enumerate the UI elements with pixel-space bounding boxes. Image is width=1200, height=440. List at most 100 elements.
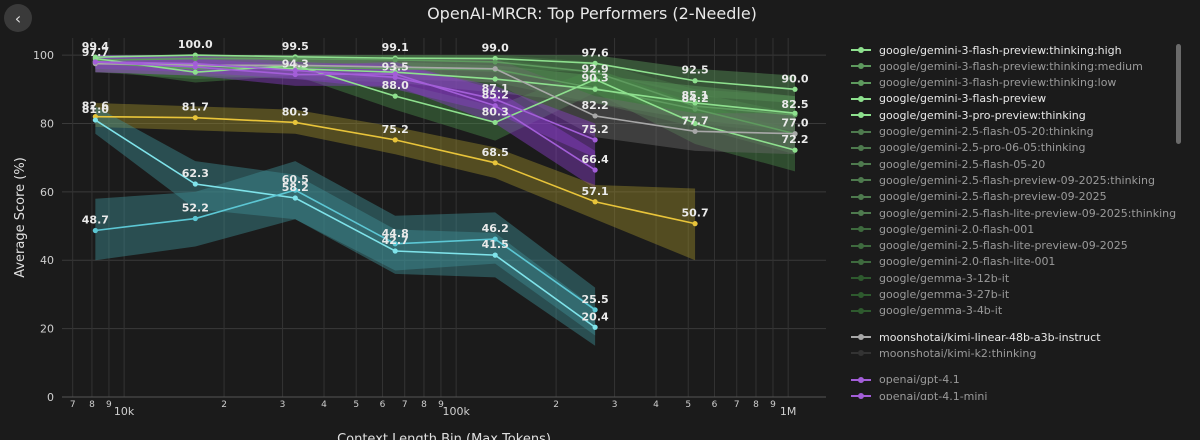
point-moonshotai/kimi-linear-48b-a3b-instruct: [692, 128, 698, 134]
legend-item[interactable]: google/gemini-3-flash-preview:thinking:h…: [850, 42, 1122, 58]
x-tick-label: 9: [438, 400, 444, 410]
legend-item[interactable]: moonshotai/kimi-linear-48b-a3b-instruct: [850, 329, 1101, 345]
point-openai/gpt-4.1: [492, 96, 498, 102]
y-tick-label: 0: [47, 391, 54, 404]
point-moonshotai/kimi-linear-48b-a3b-instruct: [792, 131, 798, 137]
x-tick-label: 7: [734, 400, 740, 410]
legend-item[interactable]: google/gemma-3-27b-it: [850, 287, 1009, 303]
legend-item[interactable]: google/gemini-2.0-flash-lite-001: [850, 254, 1055, 270]
data-label: 25.5: [582, 293, 609, 306]
data-label: 77.7: [681, 114, 708, 127]
legend-label: google/gemma-3-27b-it: [879, 288, 1010, 301]
legend-item[interactable]: google/gemini-3-pro-preview:thinking: [850, 107, 1086, 123]
legend-item[interactable]: google/gemini-3-flash-preview: [850, 91, 1046, 107]
data-label: 41.5: [482, 238, 509, 251]
legend-label: moonshotai/kimi-linear-48b-a3b-instruct: [879, 330, 1101, 344]
legend-swatch-marker: [858, 226, 864, 233]
legend-swatch: [850, 42, 872, 58]
point-google/gemini-3-pro-preview:thinking: [692, 120, 698, 127]
legend-label: google/gemini-3-flash-preview:thinking:l…: [879, 76, 1117, 90]
line-cyan-model-b: [95, 189, 596, 311]
data-label: 72.2: [781, 133, 808, 146]
point-google/gemini-3-pro-preview:thinking: [192, 69, 198, 75]
point-gold-model: [592, 199, 598, 205]
legend-item[interactable]: google/gemini-2.5-flash-lite-preview-09-…: [850, 238, 1128, 254]
data-label: 50.7: [681, 207, 708, 220]
data-label: 58.2: [282, 181, 309, 194]
x-tick-label: 9: [770, 400, 776, 410]
legend-swatch-marker: [858, 95, 864, 102]
legend-label: google/gemini-2.5-flash-preview-09-2025: [879, 190, 1107, 204]
data-label: 90.0: [781, 72, 808, 85]
legend-swatch-marker: [858, 334, 864, 341]
data-label: 42.7: [382, 234, 409, 247]
legend-swatch: [850, 287, 872, 303]
x-tick-label: 1M: [780, 405, 797, 418]
point-cyan-model-a: [292, 195, 298, 201]
chevron-left-icon: ‹: [14, 8, 22, 28]
legend-item[interactable]: google/gemini-2.5-flash-lite-preview-09-…: [850, 205, 1176, 221]
data-label: 62.3: [182, 167, 209, 180]
legend-swatch: [850, 107, 872, 123]
line-google/gemini-3-pro-preview:thinking: [95, 57, 796, 151]
line-google/gemini-3-flash-preview:thinking:high: [95, 54, 796, 91]
legend-item[interactable]: openai/gpt-4.1: [850, 372, 960, 388]
point-cyan-model-b: [592, 307, 598, 313]
point-google/gemini-3-flash-preview: [592, 86, 598, 92]
x-tick-label: 7: [402, 400, 408, 410]
legend-item[interactable]: openai/gpt-4.1-mini: [850, 388, 987, 400]
y-tick-label: 20: [40, 323, 54, 336]
legend-item[interactable]: google/gemini-2.5-flash-05-20:thinking: [850, 124, 1094, 140]
legend-item[interactable]: google/gemini-2.0-flash-001: [850, 221, 1034, 237]
x-tick-label: 5: [685, 400, 691, 410]
data-labels: 99.4 100.0 99.5 99.1 99.0 97.6 92.5 90.0 85.1 82.…: [82, 38, 809, 323]
legend-label: openai/gpt-4.1-mini: [879, 389, 988, 401]
legend-item[interactable]: google/gemma-3-4b-it: [850, 303, 1002, 319]
point-google/gemini-3-flash-preview:thinking:medium: [292, 56, 298, 62]
point-cyan-model-b: [92, 227, 98, 234]
point-cyan-model-a: [492, 252, 498, 258]
point-cyan-model-a: [92, 117, 98, 123]
point-cyan-model-b: [192, 215, 198, 222]
legend-item[interactable]: moonshotai/kimi-k2:thinking: [850, 345, 1036, 361]
data-label: 93.5: [382, 60, 409, 73]
legend-swatch: [850, 189, 872, 205]
legend-label: google/gemini-2.5-flash-preview-09-2025:…: [879, 173, 1155, 187]
legend-item[interactable]: google/gemini-2.5-flash-05-20: [850, 156, 1045, 172]
legend-item[interactable]: google/gemma-3-12b-it: [850, 270, 1009, 286]
y-tick-label: 40: [40, 254, 54, 267]
legend-label: google/gemma-3-12b-it: [879, 271, 1010, 285]
data-label: 60.5: [282, 173, 309, 186]
legend-item[interactable]: google/gemini-3-flash-preview:thinking:m…: [850, 58, 1143, 74]
point-cyan-model-a: [392, 248, 398, 254]
band-cyan-model-a: [95, 106, 596, 346]
band-moonshotai/kimi-linear-48b-a3b-instruct: [95, 55, 796, 155]
legend-item[interactable]: google/gemini-2.5-flash-preview-09-2025:…: [850, 172, 1155, 188]
data-label: 100.0: [178, 38, 213, 51]
y-tick-label: 100: [33, 49, 54, 62]
point-openai/gpt-4.1-mini: [392, 71, 398, 77]
legend-item[interactable]: google/gemini-3-flash-preview:thinking:l…: [850, 75, 1116, 91]
legend-scrollbar[interactable]: [1176, 44, 1181, 144]
line-cyan-model-a: [94, 119, 596, 328]
data-label: 52.2: [182, 202, 209, 215]
band-google/gemini-3-pro-preview:thinking: [95, 55, 796, 172]
legend-swatch-marker: [858, 193, 864, 200]
legend-item[interactable]: google/gemini-2.5-pro-06-05:thinking: [850, 140, 1085, 156]
point-google/gemini-3-flash-preview:thinking:high: [692, 78, 698, 84]
legend-swatch-marker: [858, 63, 864, 70]
x-tick-label: 5: [353, 400, 359, 410]
legend-item[interactable]: google/gemini-2.5-flash-preview-09-2025: [850, 189, 1107, 205]
point-openai/gpt-4.1: [592, 137, 598, 143]
back-button[interactable]: ‹: [4, 4, 32, 32]
point-google/gemini-3-pro-preview:thinking: [592, 76, 598, 82]
x-tick-label: 3: [280, 400, 286, 410]
point-gold-model: [492, 160, 498, 166]
point-google/gemini-3-flash-preview: [792, 110, 798, 116]
point-google/gemini-3-pro-preview:thinking: [492, 119, 498, 126]
data-label: 44.8: [382, 227, 409, 240]
x-axis-title: Context Length Bin (Max Tokens): [337, 432, 551, 440]
point-cyan-model-b: [292, 187, 298, 193]
legend-swatch: [850, 329, 872, 345]
point-google/gemini-3-flash-preview:thinking:high: [792, 86, 798, 92]
